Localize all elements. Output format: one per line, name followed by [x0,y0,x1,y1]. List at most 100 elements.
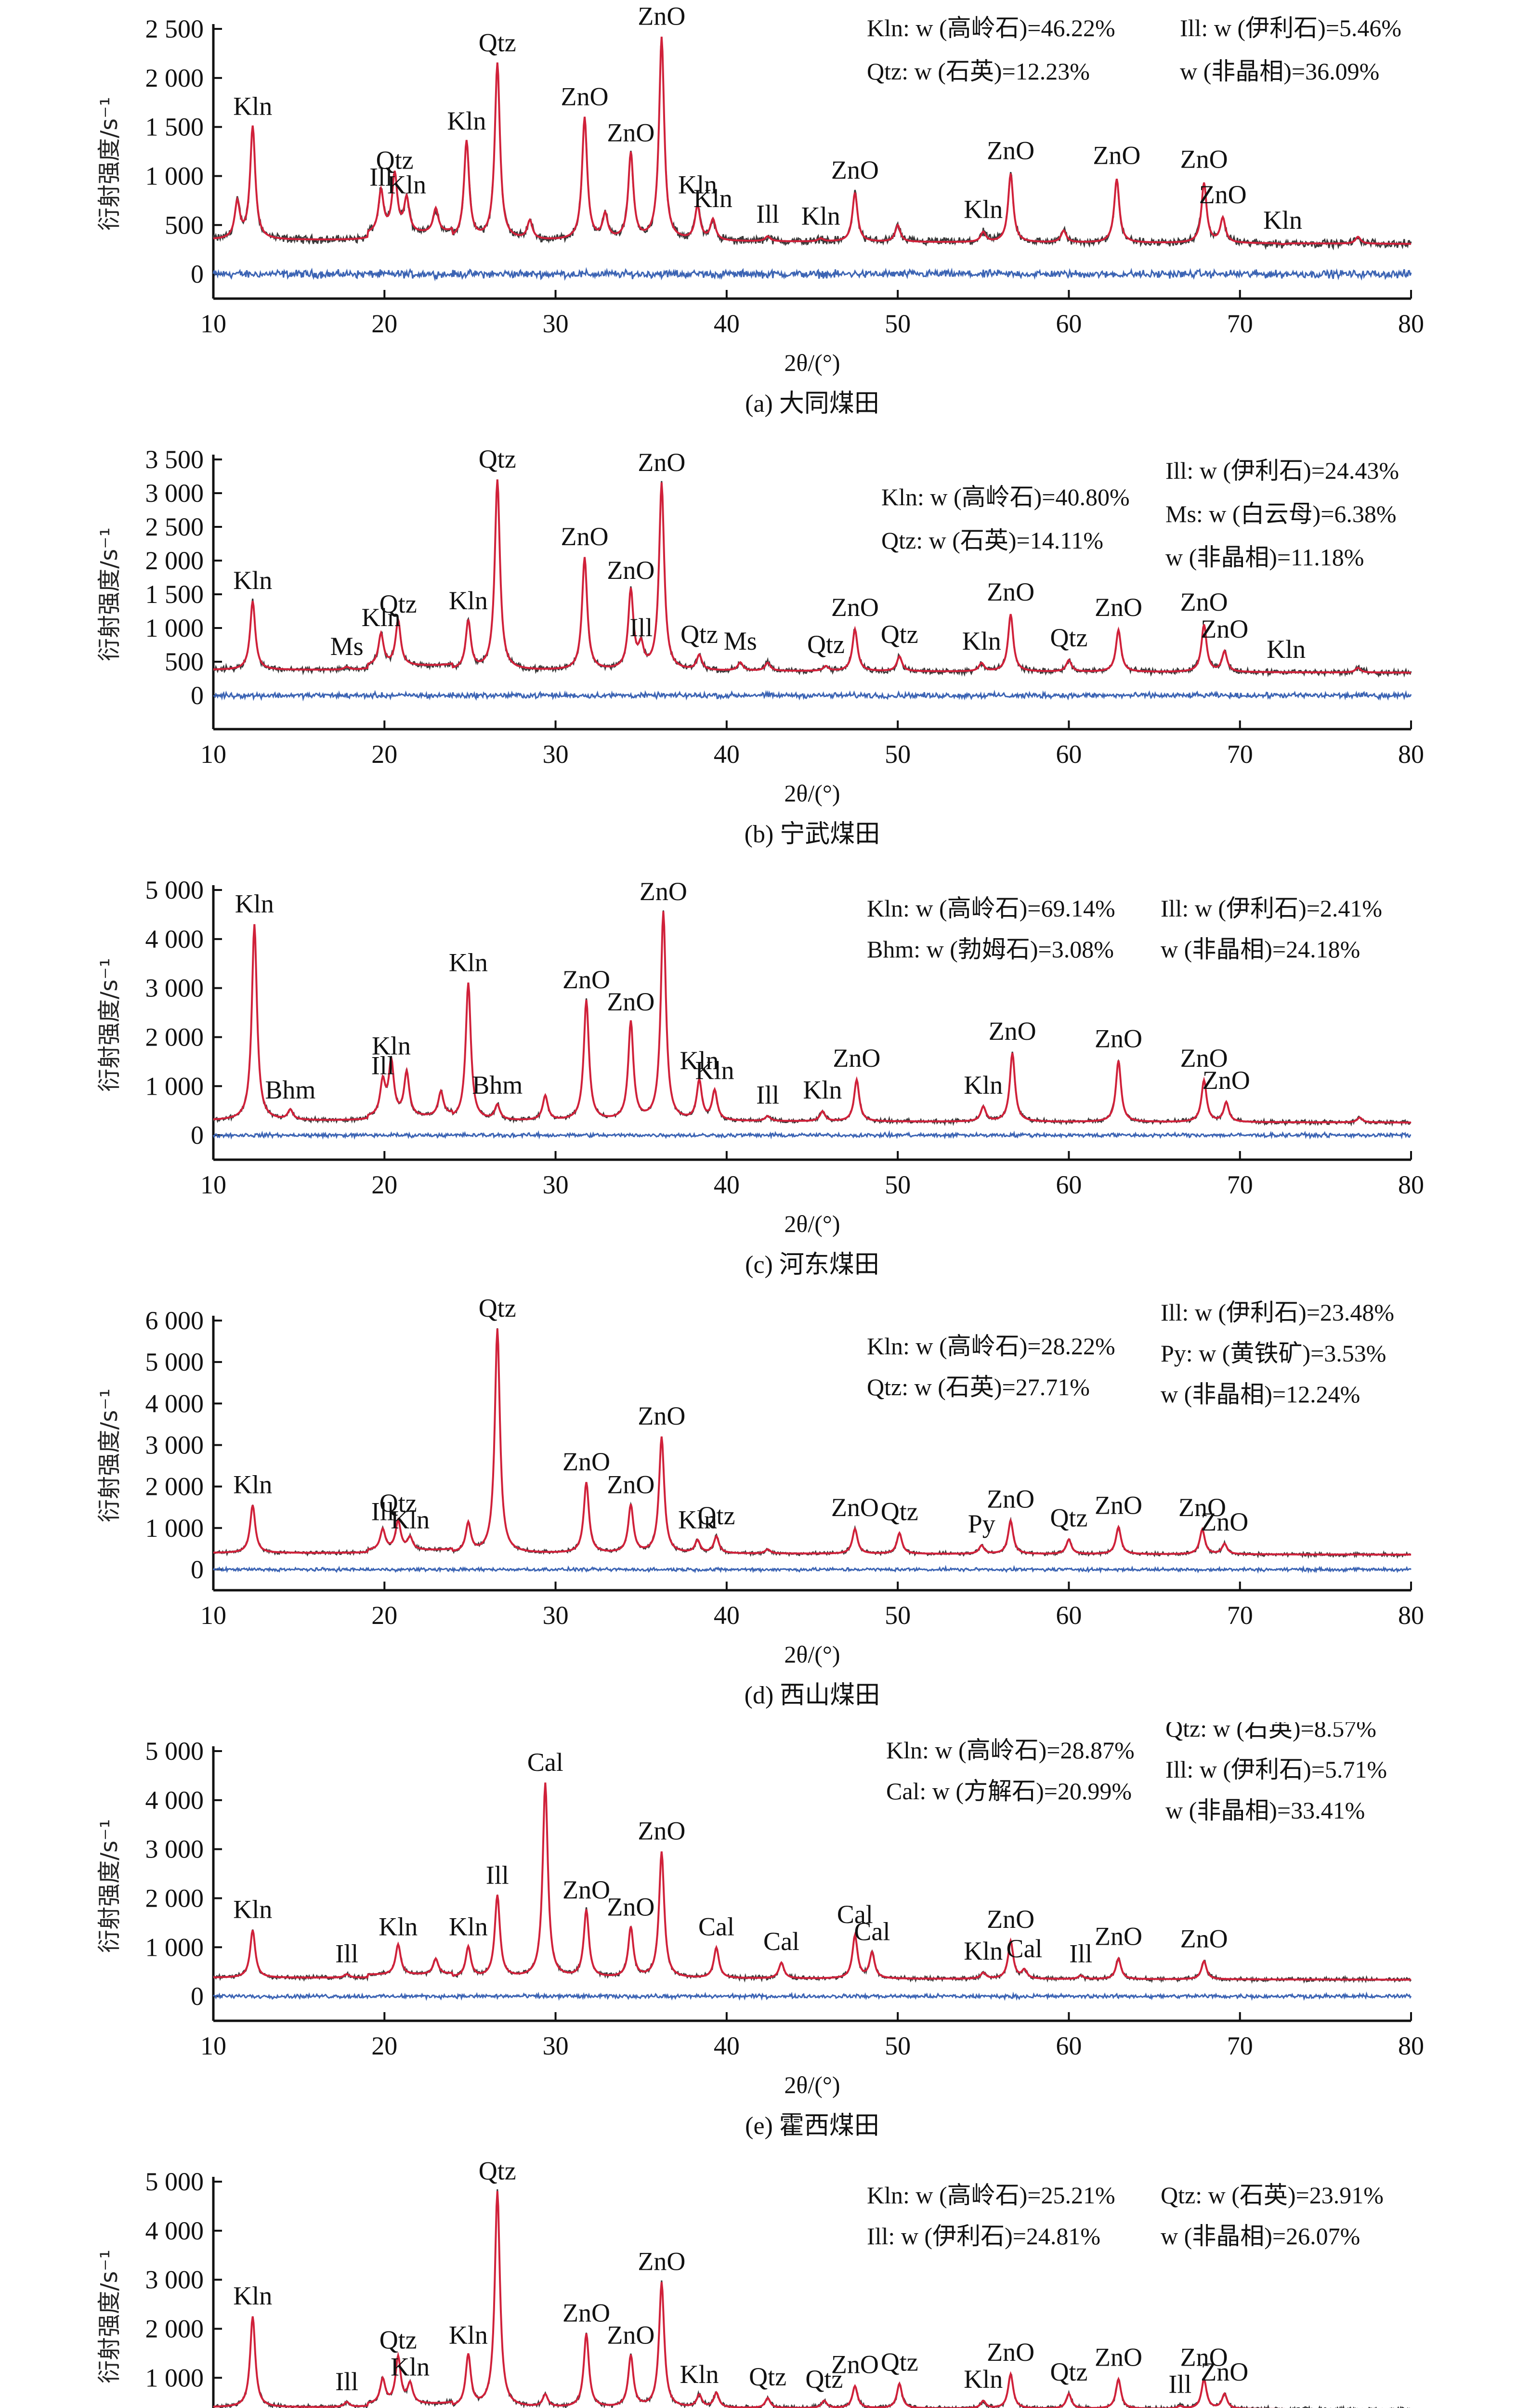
x-tick-label: 70 [1227,1601,1253,1630]
peak-label: ZnO [1095,1491,1142,1519]
x-tick-label: 60 [1056,1170,1082,1199]
peak-label: Ill [629,613,653,642]
phase-content-legend: Py: w (黄铁矿)=3.53% [1161,1340,1386,1367]
peak-label: Bhm [472,1071,523,1099]
peak-label: Kln [680,2360,719,2389]
y-axis-label: 衍射强度/s⁻¹ [96,2250,123,2383]
peak-label: Qtz [1050,2357,1087,2386]
calculated-pattern-line [213,1782,1411,1981]
phase-content-legend: Qtz: w (石英)=14.11% [881,527,1103,554]
peak-label: ZnO [987,136,1034,165]
y-tick-label: 500 [165,210,204,239]
x-tick-label: 60 [1056,2031,1082,2060]
peak-label: Qtz [881,1497,918,1526]
peak-label: Qtz [881,620,918,649]
y-tick-label: 2 000 [145,1472,204,1501]
x-tick-label: 50 [885,1170,911,1199]
y-tick-label: 3 000 [145,974,204,1003]
peak-label: Kln [678,1505,717,1534]
peak-label: ZnO [638,1817,685,1845]
y-tick-label: 0 [191,1121,204,1150]
peak-label: Kln [695,1056,734,1085]
peak-label: Py [968,1509,995,1538]
peak-label: Ill [756,1080,779,1109]
x-tick-label: 20 [371,1170,397,1199]
phase-content-legend: Kln: w (高岭石)=28.22% [867,1333,1115,1360]
phase-content-legend: Ill: w (伊利石)=2.41% [1161,895,1382,922]
peak-label: ZnO [1093,141,1140,170]
phase-content-legend: Kln: w (高岭石)=69.14% [867,895,1115,922]
y-tick-label: 1 000 [145,1514,204,1543]
peak-label: Bhm [265,1075,315,1104]
peak-label: Ill [1069,1939,1092,1968]
peak-label: Cal [527,1748,563,1777]
peak-label: Ill [335,2367,358,2396]
peak-label: Kln [449,1912,488,1941]
difference-pattern-line [212,1130,1411,1140]
y-tick-label: 2 000 [145,1022,204,1051]
y-tick-label: 3 000 [145,1430,204,1459]
peak-label: ZnO [1180,1044,1228,1073]
phase-content-legend: w (非晶相)=12.24% [1161,1381,1360,1408]
y-tick-label: 2 000 [145,2314,204,2343]
peak-label: Kln [449,586,488,615]
peak-label: Cal [1007,1934,1043,1963]
xrd-chart-svg: 0 500 1 000 1 500 2 000 2 500 10 20 30 40 50 60 70 80… [96,1,1424,418]
peak-label: Qtz [379,1489,417,1518]
x-axis-label: 2θ/(°) [784,2071,840,2098]
peak-label: Qtz [749,2362,786,2391]
peak-label: Qtz [881,2347,918,2376]
peak-label: Kln [233,2281,272,2310]
peak-label: Qtz [479,2156,516,2185]
x-tick-label: 10 [200,740,226,769]
phase-content-legend: Qtz: w (石英)=8.57% [1165,1722,1376,1742]
peak-label: Qtz [379,2326,417,2355]
y-tick-label: 0 [191,1982,204,2011]
peak-label: ZnO [562,965,610,994]
panel-caption: (c) 河东煤田 [745,1251,879,1279]
peak-label: ZnO [1095,1922,1142,1951]
y-tick-label: 3 000 [145,1835,204,1864]
peak-label: ZnO [562,2299,610,2328]
peak-label: Ill [486,1860,509,1889]
peak-label: ZnO [987,1485,1034,1514]
calculated-pattern-line [213,37,1411,246]
peak-label: ZnO [607,556,654,585]
x-tick-label: 70 [1227,2031,1253,2060]
xrd-panel-a: 0 500 1 000 1 500 2 000 2 500 10 20 30 40 50 60 70 80… [0,0,1517,431]
peak-label: ZnO [1201,2357,1248,2386]
y-tick-label: 2 500 [145,14,204,43]
xrd-chart-svg: 0 1 000 2 000 3 000 4 000 5 000 10 20 30 40 50 60 70… [96,1722,1424,2140]
y-tick-label: 500 [165,647,204,676]
x-tick-label: 60 [1056,740,1082,769]
peak-label: Ill [1168,2369,1191,2398]
x-tick-label: 10 [200,2031,226,2060]
peak-label: ZnO [831,156,879,184]
peak-label: Kln [962,627,1001,655]
x-tick-label: 30 [543,1601,569,1630]
peak-label: Kln [233,1895,272,1924]
x-tick-label: 50 [885,740,911,769]
y-tick-label: 2 000 [145,1884,204,1912]
peak-label: Kln [1263,206,1302,235]
phase-content-legend: Kln: w (高岭石)=40.80% [881,484,1130,510]
peak-label: Qtz [805,2365,843,2394]
peak-label: Kln [680,1046,719,1075]
peak-label: Kln [803,1075,842,1104]
y-tick-label: 1 000 [145,2363,204,2392]
phase-content-legend: w (非晶相)=11.18% [1165,544,1364,571]
peak-label: ZnO [638,2247,685,2276]
x-tick-label: 50 [885,2031,911,2060]
xrd-panel-b: 0 500 1 000 1 500 2 000 2 500 3 000 3 500 10 20 30… [0,431,1517,861]
peak-label: ZnO [1095,1024,1142,1053]
peak-label: Kln [801,202,840,231]
peak-label: ZnO [831,593,879,622]
peak-label: Qtz [1050,1503,1087,1532]
peak-label: Kln [233,92,272,121]
peak-label: Kln [449,2320,488,2349]
peak-label: Qtz [1050,623,1087,652]
y-tick-label: 3 000 [145,2265,204,2294]
peak-label: Kln [233,566,272,595]
y-tick-label: 4 000 [145,1389,204,1418]
